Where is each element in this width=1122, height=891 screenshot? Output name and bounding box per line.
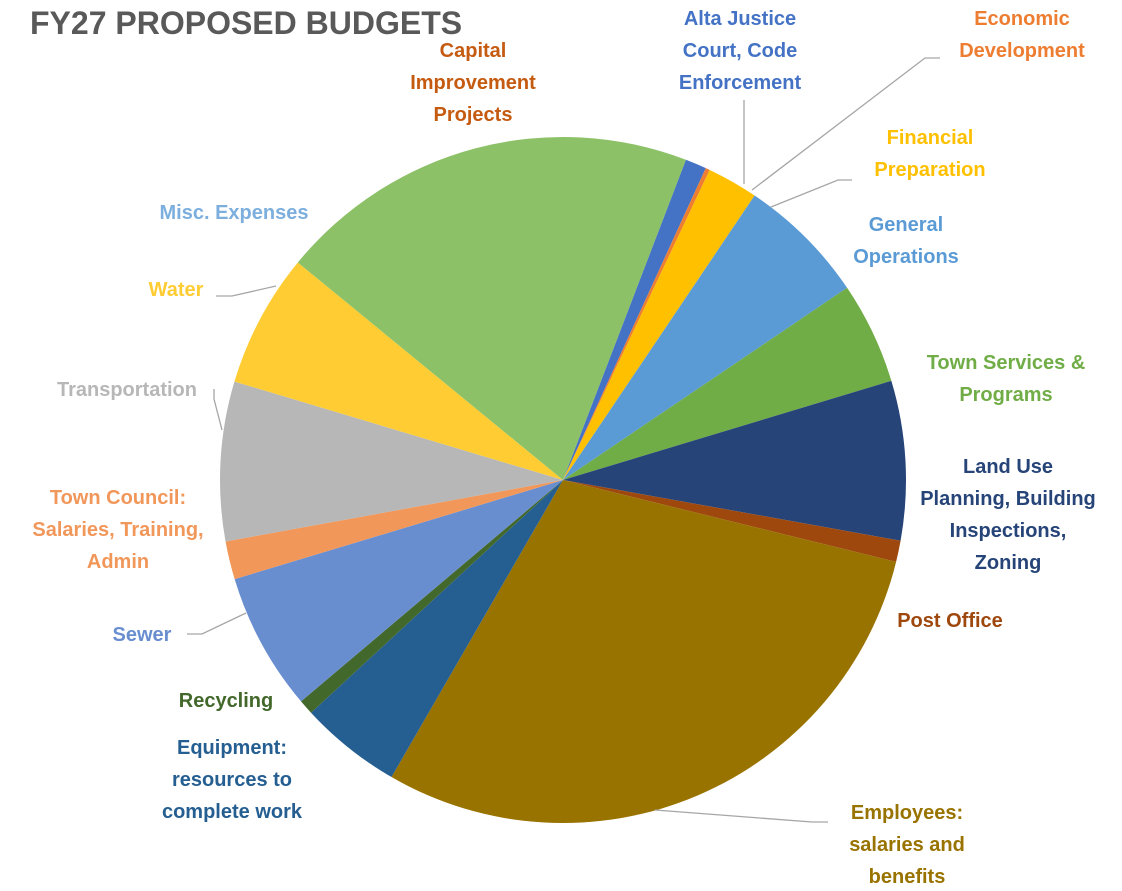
pie-slice-town-services-programs: [563, 287, 892, 480]
leader-line: [654, 809, 828, 823]
slice-label-economic-development: Economic Development: [959, 8, 1085, 62]
slice-label-sewer: Sewer: [113, 624, 172, 646]
pie-slice-equipment-resources-to-complete-work: [311, 480, 563, 778]
pie-slice-post-office: [563, 480, 901, 562]
pie-slice-water: [234, 262, 563, 480]
pie-slice-economic-development: [563, 168, 710, 480]
leader-line: [187, 612, 247, 635]
pie-slice-town-council-salaries-training-admin: [225, 480, 564, 580]
slice-labels: Alta Justice Court, Code Enforcement Econom…: [32, 8, 1095, 888]
slice-label-town-council-salaries-training-admin: Town Council: Salaries, Training, Admin: [32, 487, 203, 573]
slice-label-capital-improvement-projects: Capital Improvement Projects: [410, 40, 536, 126]
pie-slice-capital-improvement-projects: [297, 136, 686, 480]
pie-slice-recycling: [301, 480, 563, 713]
leader-line: [216, 285, 277, 297]
slice-label-alta-justice-court-code-enforcement: Alta Justice Court, Code Enforcement: [679, 8, 802, 94]
pie-slice-alta-justice-court-code-enforcement: [563, 159, 706, 480]
slice-label-recycling: Recycling: [179, 690, 273, 712]
leader-line: [751, 57, 940, 191]
slice-label-land-use-planning-building-inspections-zoning: Land Use Planning, Building Inspections, Zo…: [920, 456, 1096, 574]
leader-lines: [187, 57, 940, 823]
pie-slice-land-use-planning-building-inspections-zoning: [563, 380, 907, 541]
slice-label-general-operations: General Operations: [853, 214, 959, 268]
leader-line: [770, 179, 852, 208]
chart-title: FY27 PROPOSED BUDGETS: [30, 5, 462, 41]
pie-slice-sewer: [234, 480, 563, 702]
leader-line: [213, 389, 223, 431]
slice-label-post-office: Post Office: [897, 610, 1003, 632]
slice-label-town-services-programs: Town Services & Programs: [927, 352, 1086, 406]
slice-label-financial-preparation: Financial Preparation: [874, 127, 985, 181]
pie-slice-financial-preparation: [563, 169, 755, 480]
slice-label-water: Water: [149, 279, 204, 301]
pie-slice-general-operations: [563, 195, 848, 480]
pie-slice-employees-salaries-and-benefits: [391, 480, 897, 824]
slice-label-transportation: Transportation: [57, 379, 197, 401]
slice-label-misc-expenses: Misc. Expenses: [160, 202, 309, 224]
pie-slices: [219, 136, 907, 824]
slice-label-employees-salaries-and-benefits: Employees: salaries and benefits: [849, 802, 965, 888]
slice-label-equipment-resources-to-complete-work: Equipment: resources to complete work: [162, 737, 303, 823]
pie-slice-transportation: [219, 381, 564, 542]
